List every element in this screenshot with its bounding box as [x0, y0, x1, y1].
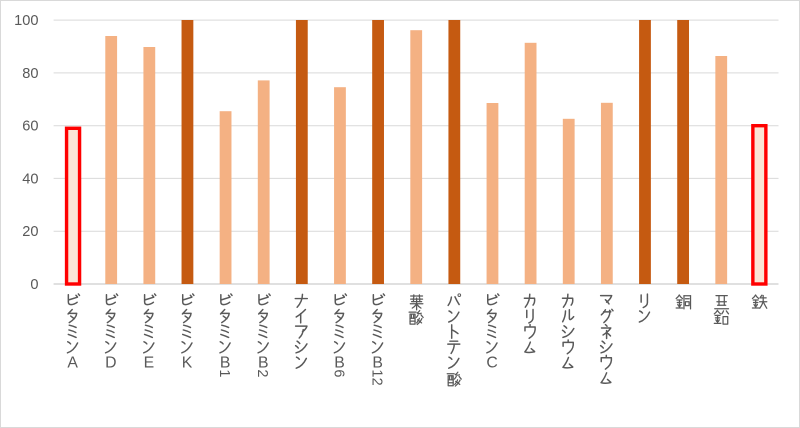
svg-text:1: 1 [216, 369, 232, 377]
svg-text:60: 60 [22, 119, 38, 135]
svg-text:C: C [486, 355, 497, 372]
svg-text:E: E [144, 355, 155, 372]
svg-text:2: 2 [254, 369, 270, 377]
svg-text:40: 40 [22, 171, 38, 187]
svg-text:0: 0 [30, 277, 38, 293]
svg-text:K: K [182, 355, 193, 372]
svg-text:6: 6 [330, 369, 346, 377]
svg-text:100: 100 [14, 13, 38, 29]
svg-text:80: 80 [22, 66, 38, 82]
svg-text:B: B [258, 355, 269, 372]
svg-text:B: B [334, 355, 345, 372]
svg-text:1: 1 [368, 369, 384, 377]
svg-text:D: D [105, 355, 116, 372]
svg-text:B: B [372, 355, 383, 372]
svg-text:B: B [220, 355, 231, 372]
svg-text:A: A [67, 355, 78, 372]
svg-text:2: 2 [368, 378, 384, 386]
svg-text:20: 20 [22, 224, 38, 240]
